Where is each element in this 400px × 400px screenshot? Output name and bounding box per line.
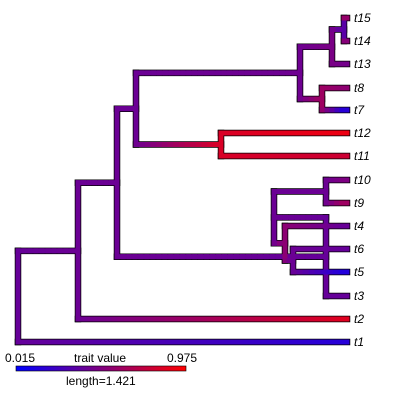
tip-label-t13: t13 — [354, 57, 371, 71]
tip-label-t6: t6 — [354, 242, 364, 256]
tip-labels: t15 t14 t13 t8 t7 t12 t11 t10 t9 t4 t6 t5 t3 t2 t1 — [354, 11, 371, 349]
legend-color-bar — [15, 365, 187, 372]
legend-length-label: length=1.421 — [66, 374, 136, 388]
tip-label-t7: t7 — [354, 103, 365, 117]
legend-min-label: 0.015 — [5, 351, 35, 365]
tip-label-t12: t12 — [354, 126, 371, 140]
tip-label-t4: t4 — [354, 219, 364, 233]
tip-label-t9: t9 — [354, 196, 364, 210]
legend-max-label: 0.975 — [167, 351, 197, 365]
tip-label-t5: t5 — [354, 265, 364, 279]
tip-label-t8: t8 — [354, 81, 364, 95]
branches — [15, 15, 350, 345]
tip-label-t1: t1 — [354, 335, 364, 349]
tip-label-t10: t10 — [354, 173, 371, 187]
tip-label-t11: t11 — [354, 149, 370, 163]
legend-title: trait value — [74, 351, 126, 365]
color-legend: 0.015 trait value 0.975 length=1.421 — [5, 351, 197, 388]
tip-label-t2: t2 — [354, 312, 364, 326]
tip-label-t3: t3 — [354, 289, 364, 303]
tip-label-t15: t15 — [354, 11, 371, 25]
tip-label-t14: t14 — [354, 34, 371, 48]
